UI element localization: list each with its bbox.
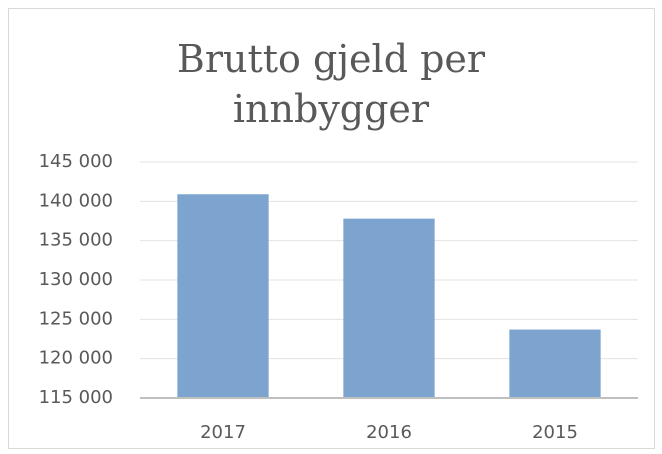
bar [509, 329, 601, 398]
y-tick-label: 145 000 [39, 151, 113, 172]
bar [177, 194, 269, 398]
y-tick-label: 140 000 [39, 190, 113, 211]
y-tick-label: 120 000 [39, 348, 113, 369]
y-tick-label: 135 000 [39, 230, 113, 251]
y-tick-label: 125 000 [39, 308, 113, 329]
y-tick-label: 130 000 [39, 269, 113, 290]
x-tick-label: 2017 [200, 422, 246, 443]
bar [343, 218, 435, 398]
y-tick-label: 115 000 [39, 387, 113, 408]
x-tick-label: 2015 [532, 422, 578, 443]
chart-title: Brutto gjeld per innbygger [176, 37, 486, 131]
x-tick-label: 2016 [366, 422, 412, 443]
